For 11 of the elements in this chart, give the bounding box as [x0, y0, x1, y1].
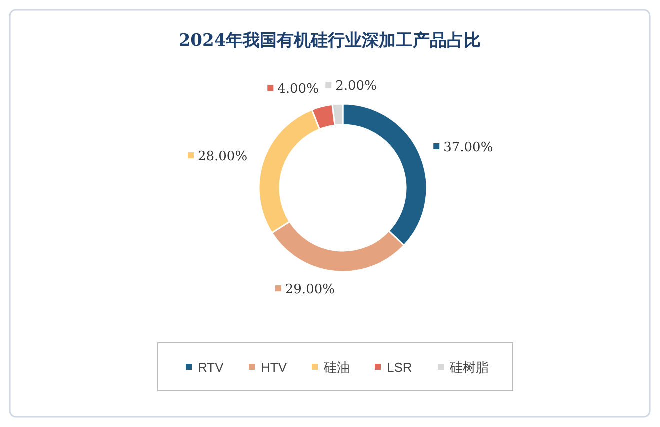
- legend-label: 硅树脂: [449, 360, 489, 375]
- legend-label: LSR: [387, 360, 412, 375]
- data-label: 28.00%: [198, 149, 248, 164]
- data-label: 29.00%: [285, 282, 335, 298]
- data-label: 4.00%: [278, 82, 319, 98]
- legend-label: 硅油: [323, 360, 350, 375]
- data-label: 2.00%: [336, 79, 377, 94]
- chart-title: 2024年我国有机硅行业深加工产品占比: [178, 31, 482, 51]
- legend-label: RTV: [198, 360, 224, 375]
- legend-label: HTV: [261, 360, 288, 375]
- data-label: 37.00%: [444, 140, 494, 156]
